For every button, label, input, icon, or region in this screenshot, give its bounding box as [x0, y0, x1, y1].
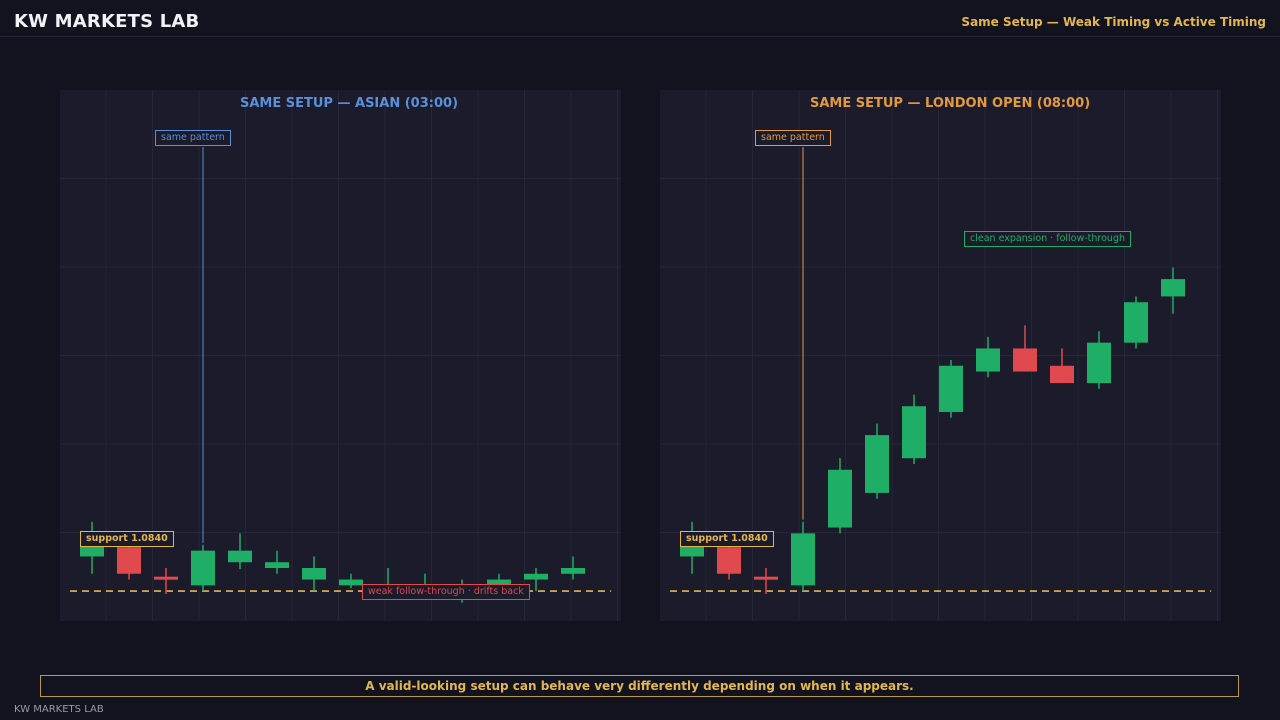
- asian-candle-body: [487, 579, 511, 586]
- asian-candle-body: [191, 550, 215, 586]
- london-candle-body: [754, 576, 778, 580]
- london-candle-body: [976, 348, 1000, 372]
- asian-candle-body: [154, 576, 178, 580]
- asian-candle-body: [561, 568, 585, 574]
- asian-candle-body: [339, 579, 363, 586]
- asian-support-label: support 1.0840: [80, 531, 174, 547]
- london-candle-body: [1124, 302, 1148, 343]
- asian-outcome-label: weak follow-through · drifts back: [362, 584, 530, 600]
- asian-candle-body: [302, 568, 326, 580]
- header: KW MARKETS LAB Same Setup — Weak Timing …: [0, 0, 1280, 37]
- london-chart-title: SAME SETUP — LONDON OPEN (08:00): [810, 96, 1091, 111]
- london-candle-body: [717, 547, 741, 574]
- london-pattern-label: same pattern: [755, 130, 831, 146]
- asian-candle-body: [524, 573, 548, 580]
- london-support-label: support 1.0840: [680, 531, 774, 547]
- footer-brand: KW MARKETS LAB: [14, 704, 104, 715]
- london-candle-body: [1087, 342, 1111, 384]
- asian-pattern-label: same pattern: [155, 130, 231, 146]
- brand-title: KW MARKETS LAB: [14, 11, 200, 32]
- london-candle-body: [939, 365, 963, 412]
- london-candle-body: [1013, 348, 1037, 372]
- asian-candle-body: [228, 550, 252, 563]
- caption-box: A valid-looking setup can behave very di…: [40, 675, 1239, 697]
- asian-chart-title: SAME SETUP — ASIAN (03:00): [240, 96, 459, 111]
- london-candle-body: [902, 406, 926, 459]
- london-outcome-label: clean expansion · follow-through: [964, 231, 1131, 247]
- asian-chart-panel: SAME SETUP — ASIAN (03:00) same pattern …: [60, 90, 621, 621]
- london-candle-body: [1050, 365, 1074, 384]
- london-candle-body: [791, 533, 815, 586]
- london-chart-panel: SAME SETUP — LONDON OPEN (08:00) same pa…: [660, 90, 1221, 621]
- asian-candle-body: [265, 562, 289, 568]
- london-candle-body: [828, 469, 852, 528]
- header-subtitle: Same Setup — Weak Timing vs Active Timin…: [961, 15, 1266, 29]
- asian-candle-body: [117, 547, 141, 574]
- london-candle-body: [865, 435, 889, 493]
- london-candle-body: [1161, 279, 1185, 297]
